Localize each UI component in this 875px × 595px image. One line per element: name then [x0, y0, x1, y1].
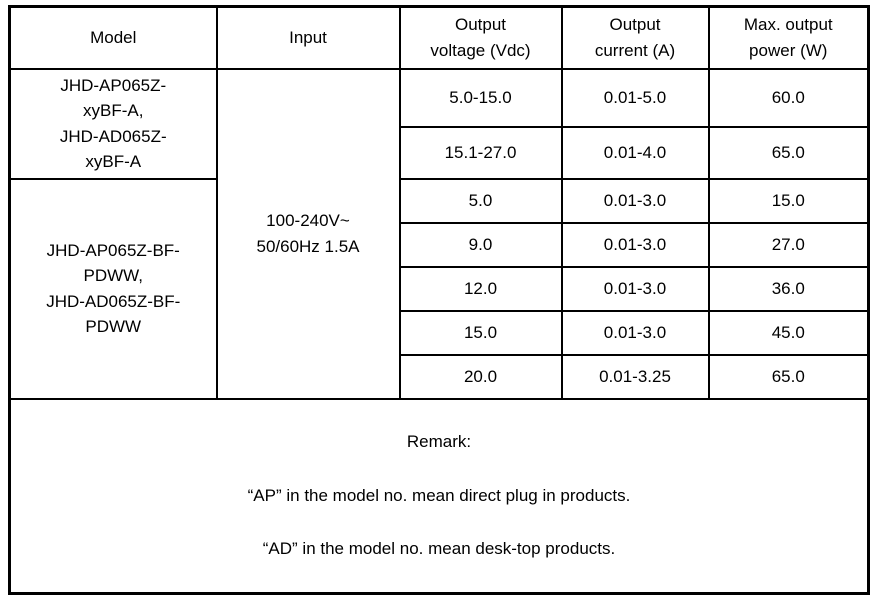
- current-cell: 0.01-3.0: [560, 309, 710, 356]
- power-cell: 36.0: [707, 265, 870, 312]
- col-header-current: Output current (A): [560, 5, 710, 70]
- power-cell: 45.0: [707, 309, 870, 356]
- voltage-cell: 15.0: [398, 309, 563, 356]
- remark-title: Remark:: [406, 432, 472, 451]
- col-header-power: Max. output power (W): [707, 5, 870, 70]
- table-row: 15.0 0.01-3.0 45.0: [10, 309, 870, 356]
- power-cell: 15.0: [707, 177, 870, 224]
- col-header-voltage: Output voltage (Vdc): [398, 5, 563, 70]
- remark-cell: Remark: “AP” in the model no. mean direc…: [8, 397, 870, 594]
- current-cell: 0.01-3.0: [560, 177, 710, 224]
- current-cell: 0.01-3.0: [560, 265, 710, 312]
- voltage-cell: 12.0: [398, 265, 563, 312]
- header-row: Model Input Output voltage (Vdc) Output …: [8, 5, 870, 70]
- voltage-cell: 5.0-15.0: [398, 67, 563, 128]
- remark-line-1: “AP” in the model no. mean direct plug i…: [247, 485, 631, 505]
- voltage-cell: 15.1-27.0: [398, 125, 563, 180]
- model-group-2-cell: JHD-AP065Z-BF- PDWW, JHD-AD065Z-BF- PDWW: [8, 177, 218, 400]
- power-cell: 65.0: [707, 353, 870, 400]
- table-row: 15.1-27.0 0.01-4.0 65.0: [10, 125, 870, 180]
- table-row: 9.0 0.01-3.0 27.0: [10, 221, 870, 268]
- spec-table: Model Input Output voltage (Vdc) Output …: [8, 5, 870, 595]
- table-row: JHD-AP065Z- xyBF-A, JHD-AD065Z- xyBF-A 1…: [8, 67, 870, 400]
- power-cell: 27.0: [707, 221, 870, 268]
- col-header-model: Model: [8, 5, 218, 70]
- power-cell: 65.0: [707, 125, 870, 180]
- voltage-cell: 20.0: [398, 353, 563, 400]
- table-row: 20.0 0.01-3.25 65.0: [10, 353, 870, 400]
- model-group-1-cell: JHD-AP065Z- xyBF-A, JHD-AD065Z- xyBF-A: [8, 67, 218, 180]
- current-cell: 0.01-3.0: [560, 221, 710, 268]
- power-cell: 60.0: [707, 67, 870, 128]
- col-header-input: Input: [215, 5, 401, 70]
- remark-row: Remark: “AP” in the model no. mean direc…: [8, 397, 870, 594]
- document-page: Model Input Output voltage (Vdc) Output …: [8, 5, 870, 595]
- table-row: JHD-AP065Z-BF- PDWW, JHD-AD065Z-BF- PDWW…: [8, 177, 870, 400]
- current-cell: 0.01-5.0: [560, 67, 710, 128]
- voltage-cell: 9.0: [398, 221, 563, 268]
- input-value-cell: 100-240V~ 50/60Hz 1.5A: [215, 67, 401, 400]
- remark-line-2: “AD” in the model no. mean desk-top prod…: [262, 539, 616, 558]
- table-row: 12.0 0.01-3.0 36.0: [10, 265, 870, 312]
- current-cell: 0.01-3.25: [560, 353, 710, 400]
- voltage-cell: 5.0: [398, 177, 563, 224]
- current-cell: 0.01-4.0: [560, 125, 710, 180]
